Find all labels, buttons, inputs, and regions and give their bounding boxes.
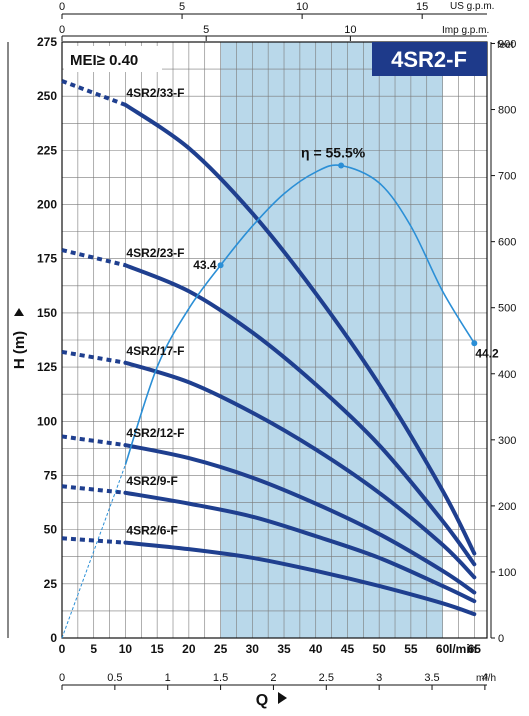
x-tick-lpm: 40 — [309, 642, 323, 656]
y-tick-m: 0 — [50, 631, 57, 645]
x-tick-m3h: 3 — [376, 672, 382, 684]
head-curve — [123, 540, 477, 617]
title-badge-box — [372, 42, 487, 76]
x-unit-m3h: m³/h — [476, 673, 496, 684]
efficiency-curve-line — [124, 164, 475, 465]
x-tick-usgpm: 5 — [179, 1, 185, 13]
x-tick-lpm: 25 — [214, 642, 228, 656]
y-tick-m: 250 — [37, 89, 57, 103]
series-label: 4SR2/23-F — [126, 246, 184, 260]
x-tick-m3h: 4 — [482, 672, 488, 684]
series-label: 4SR2/12-F — [126, 426, 184, 440]
head-curve — [123, 263, 477, 567]
y-tick-m: 200 — [37, 198, 57, 212]
x-tick-lpm: 15 — [150, 642, 164, 656]
mei-badge-box — [64, 46, 162, 72]
x-tick-lpm: 60 — [436, 642, 450, 656]
y-tick-feet: 400 — [498, 369, 516, 381]
x-axis-label: Q — [256, 692, 268, 709]
y-tick-m: 25 — [44, 577, 58, 591]
x-tick-m3h: 0 — [59, 672, 65, 684]
y-tick-m: 75 — [44, 468, 58, 482]
y-tick-m: 125 — [37, 360, 57, 374]
x-tick-m3h: 0.5 — [107, 672, 122, 684]
x-tick-m3h: 3.5 — [424, 672, 439, 684]
x-tick-lpm: 35 — [277, 642, 291, 656]
x-tick-impgpm: 0 — [59, 24, 65, 36]
head-curve — [123, 443, 477, 595]
y-tick-m: 50 — [44, 523, 58, 537]
x-unit-lpm: l/min — [449, 642, 477, 656]
y-tick-feet: 600 — [498, 237, 516, 249]
x-tick-lpm: 50 — [372, 642, 386, 656]
plot-frame — [61, 41, 488, 639]
head-curve-dashed — [61, 248, 126, 268]
head-curve-dashed — [61, 484, 126, 495]
series-label: 4SR2/17-F — [126, 344, 184, 358]
y-axis-title: H (m) — [11, 308, 28, 369]
efficiency-curve-dashed — [61, 464, 126, 639]
head-curve — [123, 490, 477, 604]
mei-badge: MEI≥ 0.40 — [70, 52, 138, 69]
y-arrow-icon — [14, 308, 24, 316]
series-label: 4SR2/6-F — [126, 524, 177, 538]
head-curves — [61, 79, 477, 617]
x-tick-lpm: 0 — [59, 642, 66, 656]
y2-unit-feet: feet — [497, 40, 514, 51]
efficiency-left-value: 43.4 — [193, 258, 217, 272]
y-tick-feet: 0 — [498, 633, 504, 645]
series-label: 4SR2/9-F — [126, 474, 177, 488]
y-tick-feet: 900 — [498, 38, 516, 50]
efficiency-marker-peak — [338, 162, 345, 169]
y-tick-feet: 700 — [498, 171, 516, 183]
axes — [7, 13, 492, 686]
y-tick-m: 275 — [37, 35, 57, 49]
series-label: 4SR2/33-F — [126, 86, 184, 100]
x-tick-m3h: 1.5 — [213, 672, 228, 684]
x-tick-lpm: 5 — [90, 642, 97, 656]
x-tick-m3h: 2 — [270, 672, 276, 684]
x-unit-impgpm: Imp g.p.m. — [442, 25, 489, 36]
x-tick-impgpm: 5 — [203, 24, 209, 36]
x-tick-usgpm: 0 — [59, 1, 65, 13]
y-tick-m: 175 — [37, 252, 57, 266]
head-curve-dashed — [61, 349, 126, 365]
efficiency-peak-label: η = 55.5% — [301, 145, 366, 161]
x-unit-usgpm: US g.p.m. — [450, 1, 494, 12]
efficiency-right-value: 44.2 — [475, 346, 499, 360]
x-tick-lpm: 55 — [404, 642, 418, 656]
y-tick-feet: 200 — [498, 501, 516, 513]
x-tick-usgpm: 10 — [296, 1, 308, 13]
y-tick-m: 100 — [37, 414, 57, 428]
x-tick-lpm: 20 — [182, 642, 196, 656]
head-curve — [123, 102, 477, 556]
y-tick-m: 150 — [37, 306, 57, 320]
head-curve-dashed — [61, 434, 126, 448]
y-axis-label: H (m) — [11, 331, 28, 369]
x-tick-lpm: 30 — [246, 642, 260, 656]
y-tick-feet: 100 — [498, 567, 516, 579]
y-tick-feet: 300 — [498, 435, 516, 447]
efficiency-curve: η = 55.5% 43.4 44.2 — [61, 145, 499, 639]
x-tick-lpm: 45 — [341, 642, 355, 656]
head-curve-dashed — [61, 536, 126, 545]
head-curve-dashed — [61, 79, 127, 107]
y-tick-m: 225 — [37, 143, 57, 157]
efficiency-marker-right — [471, 340, 478, 347]
x-tick-lpm: 10 — [119, 642, 133, 656]
x-tick-m3h: 1 — [165, 672, 171, 684]
x-tick-lpm: 65 — [468, 642, 482, 656]
series-labels: 4SR2/33-F 4SR2/23-F 4SR2/17-F 4SR2/12-F 4SR2… — [126, 86, 184, 538]
x-tick-m3h: 2.5 — [319, 672, 334, 684]
head-curve — [123, 360, 477, 580]
y-tick-feet: 800 — [498, 105, 516, 117]
x-tick-usgpm: 15 — [416, 1, 428, 13]
chart-title: 4SR2-F — [391, 47, 467, 72]
y-tick-feet: 500 — [498, 303, 516, 315]
x-tick-impgpm: 10 — [344, 24, 356, 36]
x-arrow-icon — [278, 692, 287, 704]
efficiency-marker-left — [217, 262, 224, 269]
tick-labels: 0 5 10 15 20 25 30 35 40 45 50 55 60 6502550751001251… — [37, 1, 516, 690]
